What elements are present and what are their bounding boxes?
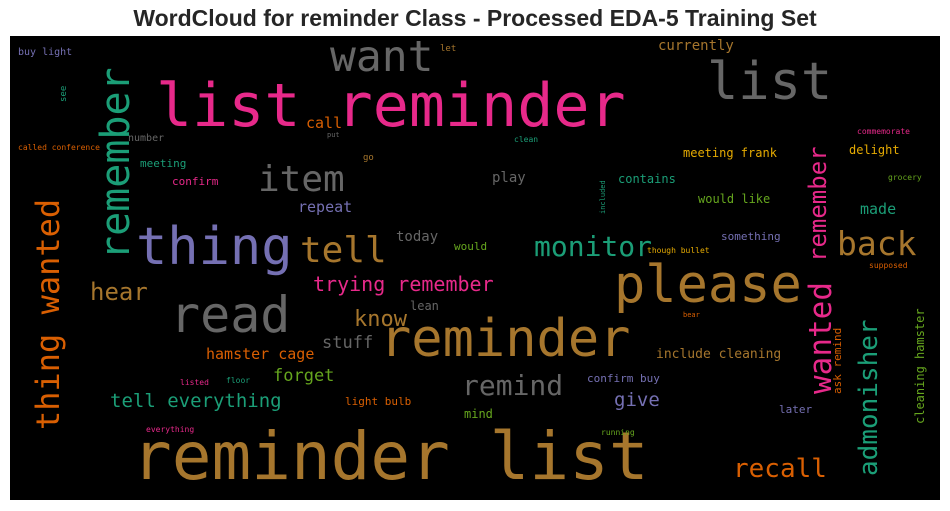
chart-title: WordCloud for reminder Class - Processed… <box>133 5 817 31</box>
word-admonisher-vertical: admonisher <box>854 319 884 476</box>
word-item: item <box>258 159 345 200</box>
word-meeting: meeting <box>140 157 187 170</box>
word-everything: everything <box>146 425 195 434</box>
word-mind: mind <box>464 407 493 421</box>
word-running: running <box>601 428 635 437</box>
word-confirm-buy: confirm buy <box>587 372 660 385</box>
word-hamster-cage: hamster cage <box>206 345 315 363</box>
word-monitor: monitor <box>534 230 653 263</box>
word-remember-vertical: remember <box>93 67 139 260</box>
word-include-cleaning: include cleaning <box>656 347 782 362</box>
word-go: go <box>363 153 374 163</box>
word-put: put <box>327 131 340 139</box>
word-forget: forget <box>273 366 335 386</box>
word-reminder-list: reminder list <box>132 418 649 495</box>
word-supposed: supposed <box>869 261 908 270</box>
word-list: list <box>707 52 833 112</box>
word-later: later <box>779 403 813 416</box>
word-repeat: repeat <box>298 198 353 216</box>
word-play: play <box>492 170 526 186</box>
word-would: would <box>454 240 488 253</box>
word-cloud-canvas: reminder list list reminder please remin… <box>10 36 940 500</box>
word-list-reminder: list reminder <box>156 71 626 141</box>
word-see-vertical: see <box>59 85 69 102</box>
word-give: give <box>614 389 660 411</box>
word-remember-vertical-right: remember <box>804 146 832 262</box>
word-thing-wanted-vertical: thing wanted <box>29 198 67 430</box>
word-lean: lean <box>410 299 439 313</box>
word-remind: remind <box>462 369 564 402</box>
word-meeting-frank: meeting frank <box>683 146 777 160</box>
word-contains: contains <box>618 172 676 186</box>
word-commemorate: commemorate <box>857 127 910 136</box>
word-today: today <box>396 229 439 245</box>
word-delight: delight <box>849 143 900 157</box>
word-grocery: grocery <box>888 173 922 182</box>
word-back: back <box>837 224 917 263</box>
word-floor: floor <box>226 376 251 385</box>
word-made: made <box>860 200 897 218</box>
word-reminder: reminder <box>380 309 631 369</box>
word-currently: currently <box>658 38 734 54</box>
word-included-vertical: included <box>599 180 607 214</box>
word-recall: recall <box>733 454 827 484</box>
word-though-bullet: though bullet <box>647 246 710 255</box>
word-stuff: stuff <box>322 333 374 353</box>
word-called-conference: called conference <box>18 143 100 152</box>
word-hear: hear <box>90 278 148 306</box>
word-know: know <box>354 307 407 332</box>
word-listed: listed <box>180 378 209 387</box>
word-tell: tell <box>300 230 387 271</box>
word-want: want <box>330 36 434 82</box>
word-let: let <box>440 44 457 54</box>
word-cleaning-hamster-vertical: cleaning hamster <box>913 308 927 424</box>
word-something: something <box>721 230 781 243</box>
word-read: read <box>170 286 291 344</box>
word-please: please <box>614 255 802 315</box>
word-call: call <box>306 114 343 132</box>
word-would-like: would like <box>698 192 771 206</box>
word-number: number <box>128 133 165 144</box>
word-buy-light: buy light <box>18 47 73 58</box>
word-light-bulb: light bulb <box>345 395 412 408</box>
word-confirm: confirm <box>172 175 219 188</box>
word-bear: bear <box>683 311 700 319</box>
word-thing: thing <box>136 217 293 277</box>
word-clean: clean <box>514 135 539 144</box>
word-tell-everything: tell everything <box>110 390 282 412</box>
word-trying-remember: trying remember <box>313 272 494 296</box>
word-ask-remind-vertical: ask remind <box>831 327 844 394</box>
